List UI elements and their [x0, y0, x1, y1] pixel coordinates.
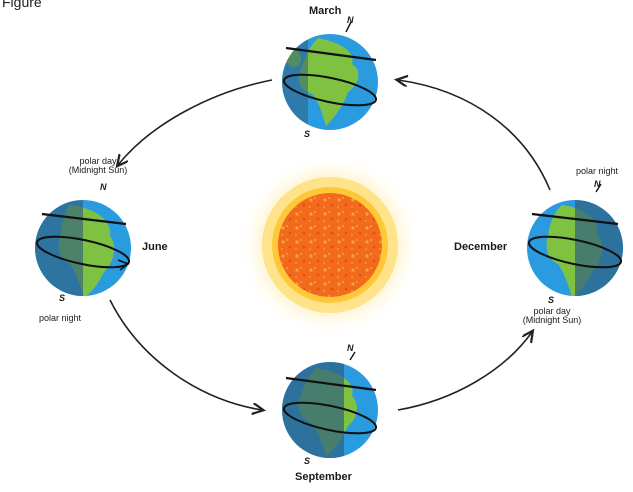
- june-top-label: polar day (Midnight Sun): [58, 156, 138, 176]
- pole-n-september: N: [347, 343, 354, 353]
- pole-s-september: S: [304, 456, 311, 466]
- december-bottom-subtext: (Midnight Sun): [522, 315, 582, 326]
- month-label-june: June: [142, 241, 168, 253]
- december-bottom-label: polar day (Midnight Sun): [512, 306, 592, 326]
- sun-core: [278, 193, 382, 297]
- june-top-subtext: (Midnight Sun): [68, 165, 128, 176]
- december-top-label: polar night: [575, 166, 619, 176]
- pole-s-december: S: [548, 295, 555, 305]
- earth-september: [282, 351, 378, 458]
- arrow-june-to-september: [109, 299, 262, 410]
- earth-june: [35, 200, 131, 296]
- arrow-march-to-june: [118, 79, 273, 165]
- pole-n-march: N: [347, 15, 354, 25]
- arrow-september-to-december: [397, 332, 532, 411]
- pole-s-march: S: [304, 129, 311, 139]
- month-label-december: December: [454, 241, 508, 253]
- pole-n-december: N: [594, 179, 601, 189]
- december-bottom-text: polar day: [533, 306, 571, 316]
- pole-n-june: N: [100, 182, 107, 192]
- earth-december: [527, 183, 623, 296]
- june-bottom-label: polar night: [38, 313, 82, 323]
- month-label-september: September: [295, 471, 352, 483]
- corner-caption: Figure: [2, 0, 42, 10]
- arrow-december-to-march: [398, 80, 551, 191]
- june-top-text: polar day: [79, 156, 117, 166]
- sun: [242, 157, 418, 333]
- orbit-arrows: [109, 79, 551, 411]
- earth-march: [282, 21, 378, 130]
- month-label-march: March: [309, 5, 342, 17]
- pole-s-june: S: [59, 293, 66, 303]
